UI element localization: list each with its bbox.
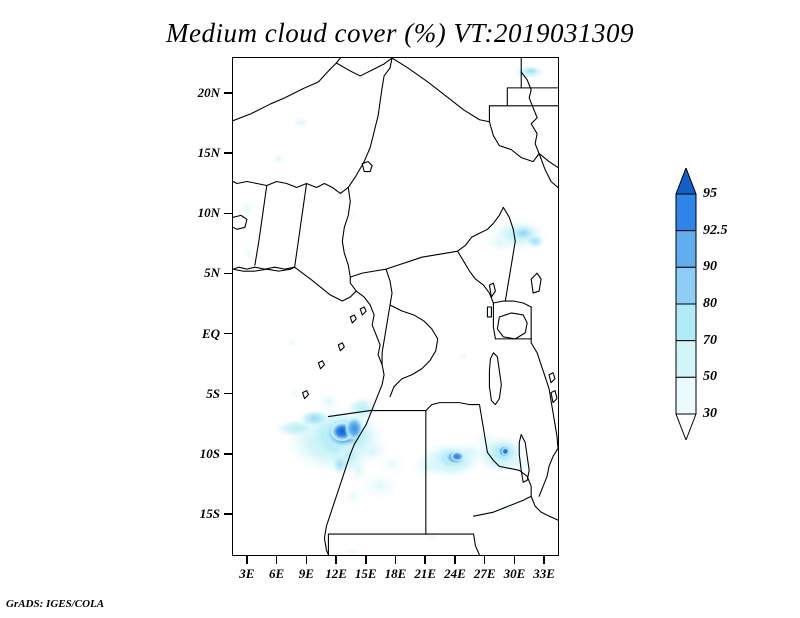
- cloud-cover-field: [239, 64, 552, 555]
- longitude-tick: [424, 556, 426, 564]
- longitude-tick: [513, 556, 516, 564]
- latitude-tick-label: 5S: [206, 385, 220, 401]
- longitude-tick: [335, 556, 337, 564]
- credit-label: GrADS: IGES/COLA: [6, 598, 105, 610]
- page-title: Medium cloud cover (%) VT:2019031309: [166, 18, 634, 48]
- latitude-tick-label: 15N: [197, 145, 220, 161]
- latitude-tick: [224, 92, 232, 94]
- longitude-tick-label: 18E: [384, 566, 407, 581]
- colorbar: 95 92.5 90 80 70 50 30: [673, 168, 728, 440]
- longitude-tick-label: 27E: [473, 566, 496, 581]
- colorbar-band: [675, 340, 697, 378]
- colorbar-tick-label: 70: [703, 332, 717, 348]
- colorbar-max-arrow: [675, 168, 697, 195]
- longitude-tick: [483, 556, 486, 564]
- longitude-tick: [275, 556, 278, 564]
- colorbar-band: [675, 230, 697, 268]
- longitude-tick-label: 6E: [268, 566, 285, 581]
- longitude-tick-label: 3E: [239, 566, 255, 581]
- longitude-tick: [454, 556, 456, 564]
- longitude-tick-label: 24E: [444, 566, 466, 581]
- colorbar-band: [675, 303, 697, 342]
- colorbar-tick-label: 30: [703, 406, 717, 421]
- colorbar-band: [675, 376, 697, 415]
- colorbar-canvas: [675, 168, 697, 440]
- longitude-tick: [246, 556, 248, 564]
- longitude-tick: [365, 556, 367, 564]
- latitude-axis: 20N 15N 10N 5N EQ 5S 10S 15S: [170, 57, 232, 556]
- latitude-tick: [224, 272, 232, 275]
- latitude-tick-label: EQ: [201, 325, 220, 341]
- colorbar-band: [675, 193, 697, 232]
- latitude-tick-label: 15S: [199, 505, 220, 521]
- longitude-tick-label: 15E: [354, 566, 377, 581]
- map-coastlines-borders: [233, 58, 558, 555]
- map-plot-area: [232, 57, 559, 556]
- colorbar-tick-label: 80: [703, 296, 717, 311]
- longitude-axis: 3E 6E 9E 12E 15E 18E 21E 24E 27E 30E 33E: [232, 556, 559, 586]
- longitude-tick-label: 21E: [414, 566, 437, 581]
- latitude-tick-label: 5N: [204, 265, 220, 281]
- latitude-tick-label: 10S: [199, 445, 220, 461]
- longitude-tick-label: 12E: [325, 566, 347, 581]
- longitude-tick-label: 9E: [298, 566, 314, 581]
- latitude-tick: [224, 152, 232, 154]
- colorbar-tick-label: 92.5: [703, 222, 728, 238]
- latitude-tick: [224, 453, 232, 455]
- latitude-tick: [224, 332, 232, 335]
- latitude-tick-label: 20N: [197, 85, 220, 101]
- colorbar-min-arrow: [675, 413, 697, 440]
- colorbar-tick-label: 90: [703, 259, 717, 275]
- latitude-tick-label: 10N: [197, 205, 220, 221]
- longitude-tick: [543, 556, 545, 564]
- latitude-tick: [224, 392, 232, 395]
- latitude-tick: [224, 212, 232, 215]
- longitude-tick: [394, 556, 397, 564]
- longitude-tick-label: 30E: [503, 566, 526, 581]
- longitude-tick: [305, 556, 308, 564]
- map-canvas: [233, 58, 558, 555]
- colorbar-tick-label: 95: [703, 186, 717, 201]
- longitude-tick-label: 33E: [533, 566, 555, 581]
- latitude-tick: [224, 513, 232, 515]
- colorbar-tick-label: 50: [703, 369, 717, 385]
- colorbar-band: [675, 266, 697, 305]
